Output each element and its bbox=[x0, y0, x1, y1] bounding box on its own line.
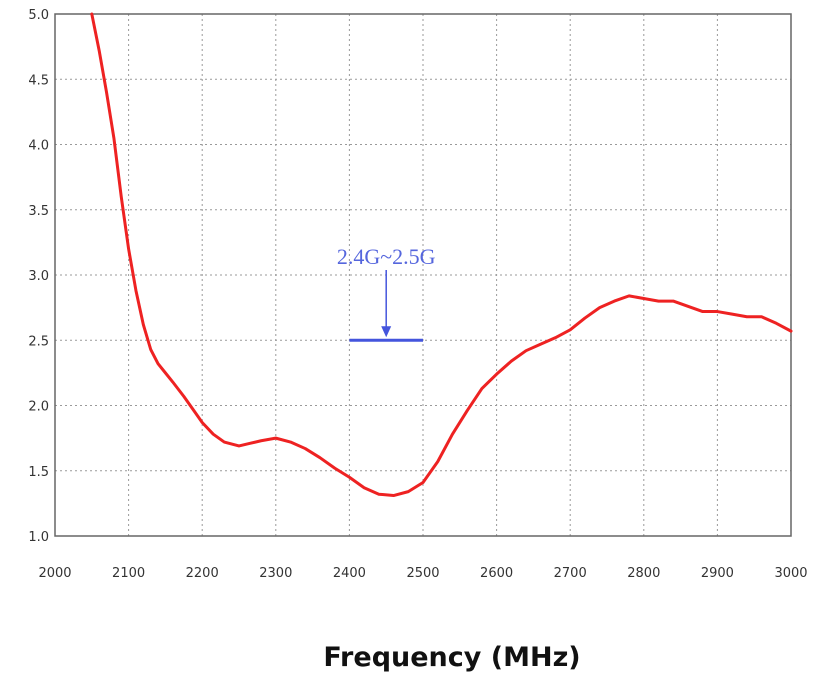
x-tick-label: 2000 bbox=[38, 566, 71, 581]
x-tick-label: 2400 bbox=[333, 566, 366, 581]
y-axis-ticks: 1.0 1.5 2.0 2.5 3.0 3.5 4.0 4.5 5.0 bbox=[28, 8, 49, 545]
y-tick-label: 1.5 bbox=[28, 465, 49, 480]
series-line bbox=[90, 12, 793, 498]
series-layer bbox=[90, 12, 793, 498]
grid bbox=[55, 14, 791, 536]
x-tick-label: 2900 bbox=[701, 566, 734, 581]
x-tick-label: 2200 bbox=[186, 566, 219, 581]
y-tick-label: 4.5 bbox=[28, 73, 49, 88]
x-tick-label: 2100 bbox=[112, 566, 145, 581]
x-tick-label: 2800 bbox=[627, 566, 660, 581]
y-tick-label: 5.0 bbox=[28, 8, 49, 23]
x-axis-ticks: 2000 2100 2200 2300 2400 2500 2600 2700 2800 2900… bbox=[38, 566, 807, 581]
y-tick-label: 4.0 bbox=[28, 139, 49, 154]
band-annotation: 2.4G~2.5G bbox=[337, 244, 436, 342]
x-tick-label: 2300 bbox=[259, 566, 292, 581]
plot-frame bbox=[54, 13, 792, 537]
x-tick-label: 3000 bbox=[774, 566, 807, 581]
y-tick-label: 3.0 bbox=[28, 269, 49, 284]
y-tick-label: 3.5 bbox=[28, 204, 49, 219]
band-arrow-head bbox=[381, 326, 392, 338]
y-tick-label: 2.5 bbox=[28, 334, 49, 349]
x-axis-label: Frequency (MHz) bbox=[323, 642, 580, 673]
x-tick-label: 2700 bbox=[554, 566, 587, 581]
y-tick-label: 1.0 bbox=[28, 530, 49, 545]
x-tick-label: 2600 bbox=[480, 566, 513, 581]
x-tick-label: 2500 bbox=[406, 566, 439, 581]
band-label: 2.4G~2.5G bbox=[337, 244, 436, 269]
y-tick-label: 2.0 bbox=[28, 400, 49, 415]
